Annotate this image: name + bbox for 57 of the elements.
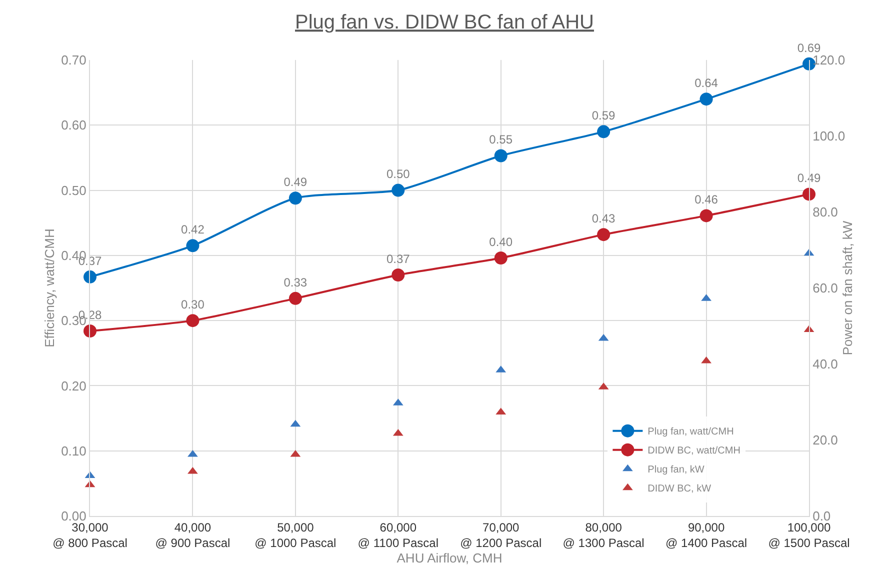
chart-title: Plug fan vs. DIDW BC fan of AHU bbox=[295, 12, 594, 34]
y2-tick-label: 100.0 bbox=[812, 128, 846, 144]
point bbox=[597, 125, 610, 138]
y2-tick-label: 40.0 bbox=[812, 356, 838, 372]
y2-tick-label: 20.0 bbox=[812, 432, 838, 448]
data-label: 0.42 bbox=[181, 222, 205, 237]
data-label: 0.59 bbox=[592, 108, 616, 123]
data-label: 0.40 bbox=[489, 234, 513, 249]
point bbox=[186, 239, 200, 252]
y-tick-label: 0.50 bbox=[61, 182, 86, 198]
point bbox=[186, 314, 200, 328]
point bbox=[700, 209, 713, 222]
data-label: 0.49 bbox=[797, 171, 821, 186]
x-tick-label: 90,000 @ 1400 Pascal bbox=[666, 520, 748, 550]
legend-label: DIDW BC, watt/CMH bbox=[648, 446, 740, 457]
legend-label: DIDW BC, kW bbox=[648, 484, 712, 495]
y2-tick-label: 120.0 bbox=[812, 52, 846, 68]
data-label: 0.50 bbox=[386, 167, 410, 182]
point bbox=[494, 252, 508, 265]
x-tick-label: 50,000 @ 1000 Pascal bbox=[254, 520, 336, 550]
data-label: 0.49 bbox=[284, 174, 308, 189]
point bbox=[288, 192, 302, 205]
x-tick-label: 40,000 @ 900 Pascal bbox=[155, 520, 230, 550]
point bbox=[597, 228, 610, 242]
x-tick-label: 60,000 @ 1100 Pascal bbox=[358, 520, 438, 550]
point bbox=[701, 356, 712, 364]
point bbox=[802, 188, 816, 201]
legend-label: Plug fan, watt/CMH bbox=[648, 426, 734, 438]
data-label: 0.64 bbox=[694, 76, 718, 90]
y2-tick-label: 80.0 bbox=[812, 204, 838, 220]
point bbox=[700, 92, 713, 106]
point bbox=[84, 270, 96, 284]
y2-axis-title: Power on fan shaft, kW bbox=[840, 220, 855, 356]
y-tick-label: 0.20 bbox=[61, 378, 86, 394]
point bbox=[802, 57, 816, 70]
data-label: 0.55 bbox=[489, 132, 513, 147]
data-label: 0.46 bbox=[694, 192, 718, 207]
x-tick-label: 80,000 @ 1300 Pascal bbox=[562, 520, 644, 550]
data-label: 0.69 bbox=[797, 40, 821, 55]
y-tick-label: 0.70 bbox=[61, 52, 86, 68]
y-axis-title: Efficiency, watt/CMH bbox=[42, 228, 57, 348]
x-tick-label: 70,000 @ 1200 Pascal bbox=[460, 520, 542, 550]
data-label: 0.37 bbox=[386, 252, 410, 266]
y-tick-label: 0.10 bbox=[61, 443, 86, 458]
x-axis-title: AHU Airflow, CMH bbox=[396, 550, 502, 566]
point bbox=[84, 324, 96, 338]
y-tick-label: 0.60 bbox=[61, 118, 86, 133]
data-label: 0.33 bbox=[284, 275, 308, 290]
legend-label: Plug fan, kW bbox=[648, 464, 705, 476]
point bbox=[188, 450, 198, 457]
point bbox=[392, 184, 405, 197]
point bbox=[494, 149, 508, 162]
y2-tick-label: 60.0 bbox=[812, 280, 838, 296]
point bbox=[392, 268, 405, 282]
data-label: 0.43 bbox=[592, 211, 616, 226]
point bbox=[288, 292, 302, 305]
data-label: 0.30 bbox=[181, 297, 205, 312]
